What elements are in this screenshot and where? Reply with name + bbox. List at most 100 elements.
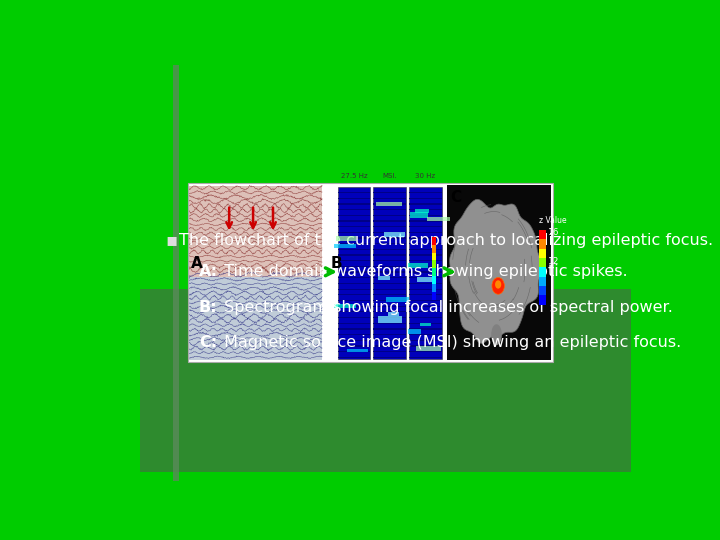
Bar xyxy=(386,298,408,302)
Bar xyxy=(409,254,441,255)
Bar xyxy=(539,230,546,239)
Bar xyxy=(336,235,356,241)
Bar xyxy=(409,220,441,221)
Bar xyxy=(373,345,406,347)
Ellipse shape xyxy=(491,324,502,345)
Text: A:: A: xyxy=(199,265,218,279)
Bar xyxy=(431,253,436,260)
Bar xyxy=(338,288,370,290)
Bar xyxy=(539,276,546,286)
Bar xyxy=(338,226,370,227)
Bar xyxy=(409,294,441,295)
Bar xyxy=(410,212,428,218)
Bar xyxy=(431,284,436,292)
Bar xyxy=(373,238,406,239)
Bar xyxy=(338,220,370,221)
Bar xyxy=(373,266,406,267)
Bar xyxy=(409,334,441,335)
Bar xyxy=(431,276,436,284)
Text: B:: B: xyxy=(199,300,217,315)
Bar xyxy=(373,357,406,358)
Bar xyxy=(409,351,441,352)
Bar xyxy=(408,329,421,334)
Ellipse shape xyxy=(495,280,501,289)
Bar xyxy=(338,306,370,307)
Bar xyxy=(539,295,546,305)
Bar xyxy=(431,245,436,253)
Bar xyxy=(431,292,436,300)
Bar xyxy=(373,306,406,307)
Bar xyxy=(409,266,441,267)
Bar xyxy=(409,340,441,341)
Bar xyxy=(416,346,441,352)
Bar xyxy=(384,232,405,237)
Bar xyxy=(388,312,399,316)
Bar xyxy=(539,267,546,276)
Bar xyxy=(338,192,370,193)
Bar xyxy=(409,317,441,318)
Bar xyxy=(539,239,546,248)
Bar xyxy=(338,238,370,239)
Bar xyxy=(420,322,431,326)
Bar xyxy=(409,198,441,199)
Bar xyxy=(409,272,441,273)
Text: MSI.: MSI. xyxy=(382,173,397,179)
Bar xyxy=(427,217,450,221)
Bar xyxy=(338,357,370,358)
Bar xyxy=(409,306,441,307)
Bar xyxy=(373,340,406,341)
Bar xyxy=(188,183,553,362)
Bar xyxy=(408,263,428,267)
Bar xyxy=(373,226,406,227)
Bar xyxy=(373,272,406,273)
Bar xyxy=(338,277,370,279)
Text: 12: 12 xyxy=(548,257,559,266)
Bar xyxy=(338,214,370,216)
Bar xyxy=(338,283,370,284)
Bar xyxy=(409,232,441,233)
Bar xyxy=(338,317,370,318)
Bar xyxy=(409,328,441,329)
Bar xyxy=(338,249,370,250)
Text: Magnetic source image (MSI) showing an epileptic focus.: Magnetic source image (MSI) showing an e… xyxy=(220,335,682,350)
Bar xyxy=(338,345,370,347)
Bar xyxy=(338,254,370,255)
Text: ▪: ▪ xyxy=(166,231,178,249)
Bar xyxy=(373,283,406,284)
Bar xyxy=(338,322,370,324)
Bar xyxy=(338,340,370,341)
Bar xyxy=(338,311,370,313)
Bar xyxy=(338,334,370,335)
Bar xyxy=(373,220,406,221)
Bar xyxy=(409,214,441,216)
Bar xyxy=(338,272,370,273)
Bar xyxy=(338,203,370,205)
Bar xyxy=(140,289,631,472)
Bar xyxy=(539,286,546,295)
Bar xyxy=(334,244,356,248)
Bar xyxy=(373,322,406,324)
Text: 16: 16 xyxy=(548,227,559,237)
Text: Spectrogram showing focal increases of spectral power.: Spectrogram showing focal increases of s… xyxy=(220,300,673,315)
Bar xyxy=(409,192,441,193)
Bar xyxy=(338,328,370,329)
Bar xyxy=(409,277,441,279)
Bar xyxy=(373,192,406,193)
Bar xyxy=(418,276,435,282)
Bar xyxy=(447,185,552,360)
Bar xyxy=(415,209,428,213)
Bar xyxy=(334,303,356,308)
Bar xyxy=(539,248,546,258)
Bar xyxy=(409,260,441,261)
Text: 27.5 Hz: 27.5 Hz xyxy=(341,173,367,179)
Bar xyxy=(431,260,436,268)
Bar xyxy=(338,243,370,244)
Bar xyxy=(338,351,370,352)
Bar xyxy=(409,357,441,358)
Bar xyxy=(338,232,370,233)
Bar xyxy=(377,276,390,280)
Bar xyxy=(338,209,370,210)
Text: The flowchart of the current approach to localizing epileptic focus.: The flowchart of the current approach to… xyxy=(179,233,714,248)
Text: C: C xyxy=(450,190,461,205)
Bar xyxy=(373,311,406,313)
